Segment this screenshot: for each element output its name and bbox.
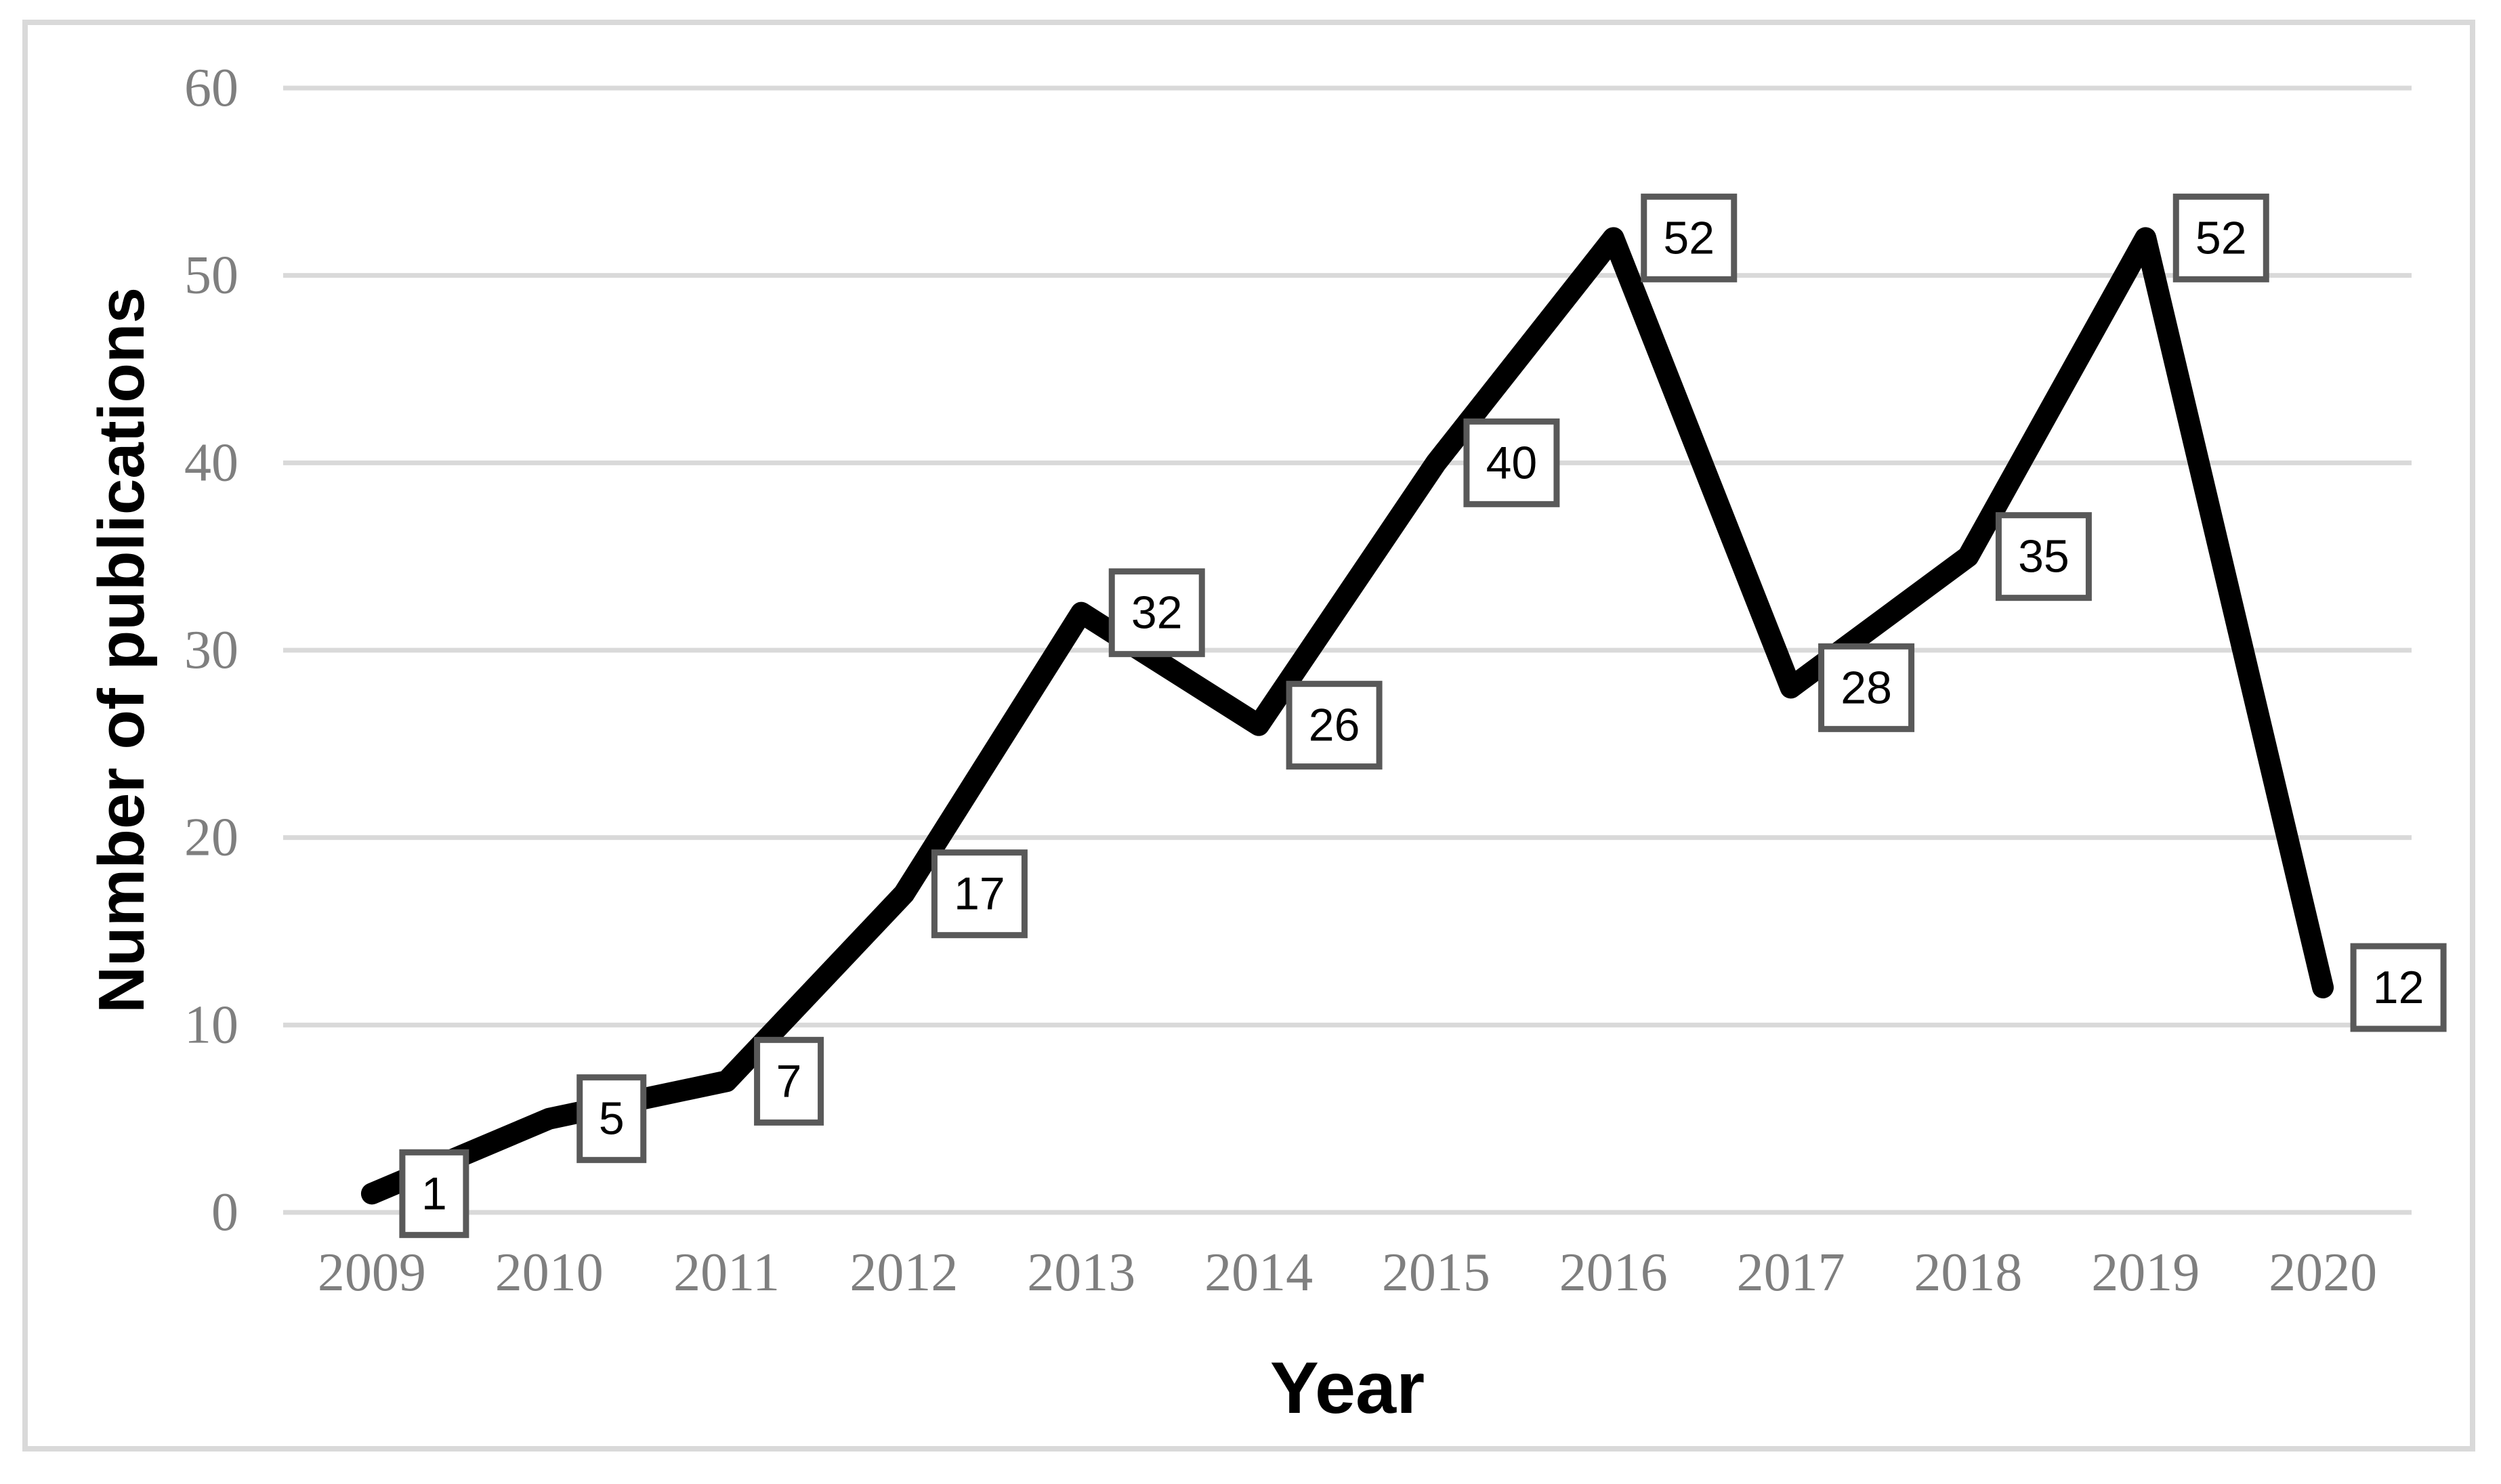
y-tick-label: 60 [184, 58, 238, 118]
data-label-box [1108, 568, 1205, 658]
y-tick-label: 40 [184, 433, 238, 492]
x-tick-label: 2009 [318, 1243, 426, 1302]
x-tick-label: 2011 [673, 1243, 780, 1302]
data-label-box [931, 849, 1028, 939]
data-label-box [1286, 681, 1383, 770]
y-axis-title: Number of publications [85, 287, 158, 1013]
x-tick-label: 2014 [1204, 1243, 1313, 1302]
y-tick-label: 0 [211, 1183, 238, 1242]
y-tick-label: 20 [184, 808, 238, 868]
data-label-value: 32 [1131, 587, 1183, 639]
data-label-value: 12 [2373, 962, 2424, 1013]
data-labels-group: 1 5 7 17 32 26 40 52 28 35 52 12 [399, 193, 2447, 1238]
y-tick-label: 10 [184, 995, 238, 1055]
data-label-value: 40 [1486, 437, 1538, 488]
x-tick-label: 2013 [1027, 1243, 1135, 1302]
data-label-value: 28 [1841, 662, 1892, 713]
data-label-box [2172, 193, 2269, 282]
data-label-box [1818, 643, 1915, 732]
x-axis-title: Year [1270, 1347, 1425, 1428]
x-tick-label: 2018 [1914, 1243, 2022, 1302]
y-tick-label: 30 [184, 620, 238, 680]
x-tick-label: 2019 [2091, 1243, 2200, 1302]
figure-border [22, 20, 2475, 1451]
data-label-box [754, 1036, 824, 1126]
x-tick-label: 2012 [849, 1243, 958, 1302]
x-tick-label: 2020 [2269, 1243, 2377, 1302]
data-label-box [399, 1149, 469, 1238]
data-label-value: 35 [2018, 531, 2069, 582]
gridlines-group [283, 85, 2412, 1215]
data-label-value: 5 [599, 1093, 625, 1145]
x-tick-label: 2015 [1382, 1243, 1490, 1302]
x-axis-tick-labels: 2009 2010 2011 2012 2013 2014 2015 2016 2017 2018… [318, 1243, 2377, 1302]
data-label-box [1995, 512, 2092, 601]
data-label-value: 1 [421, 1168, 447, 1219]
data-label-box [1463, 418, 1560, 507]
data-label-value: 52 [1663, 212, 1715, 263]
publications-series-line [360, 227, 2334, 1205]
data-label-value: 17 [954, 868, 1005, 920]
x-tick-label: 2016 [1559, 1243, 1668, 1302]
y-axis-tick-labels: 0 10 20 30 40 50 60 [184, 58, 238, 1242]
data-label-box [2350, 943, 2447, 1032]
data-label-box [576, 1074, 647, 1164]
data-label-value: 52 [2195, 212, 2247, 263]
data-label-value: 26 [1309, 700, 1360, 751]
x-tick-label: 2010 [495, 1243, 604, 1302]
y-tick-label: 50 [184, 246, 238, 305]
data-label-box [1641, 193, 1738, 282]
data-label-value: 7 [776, 1055, 802, 1107]
x-tick-label: 2017 [1737, 1243, 1845, 1302]
